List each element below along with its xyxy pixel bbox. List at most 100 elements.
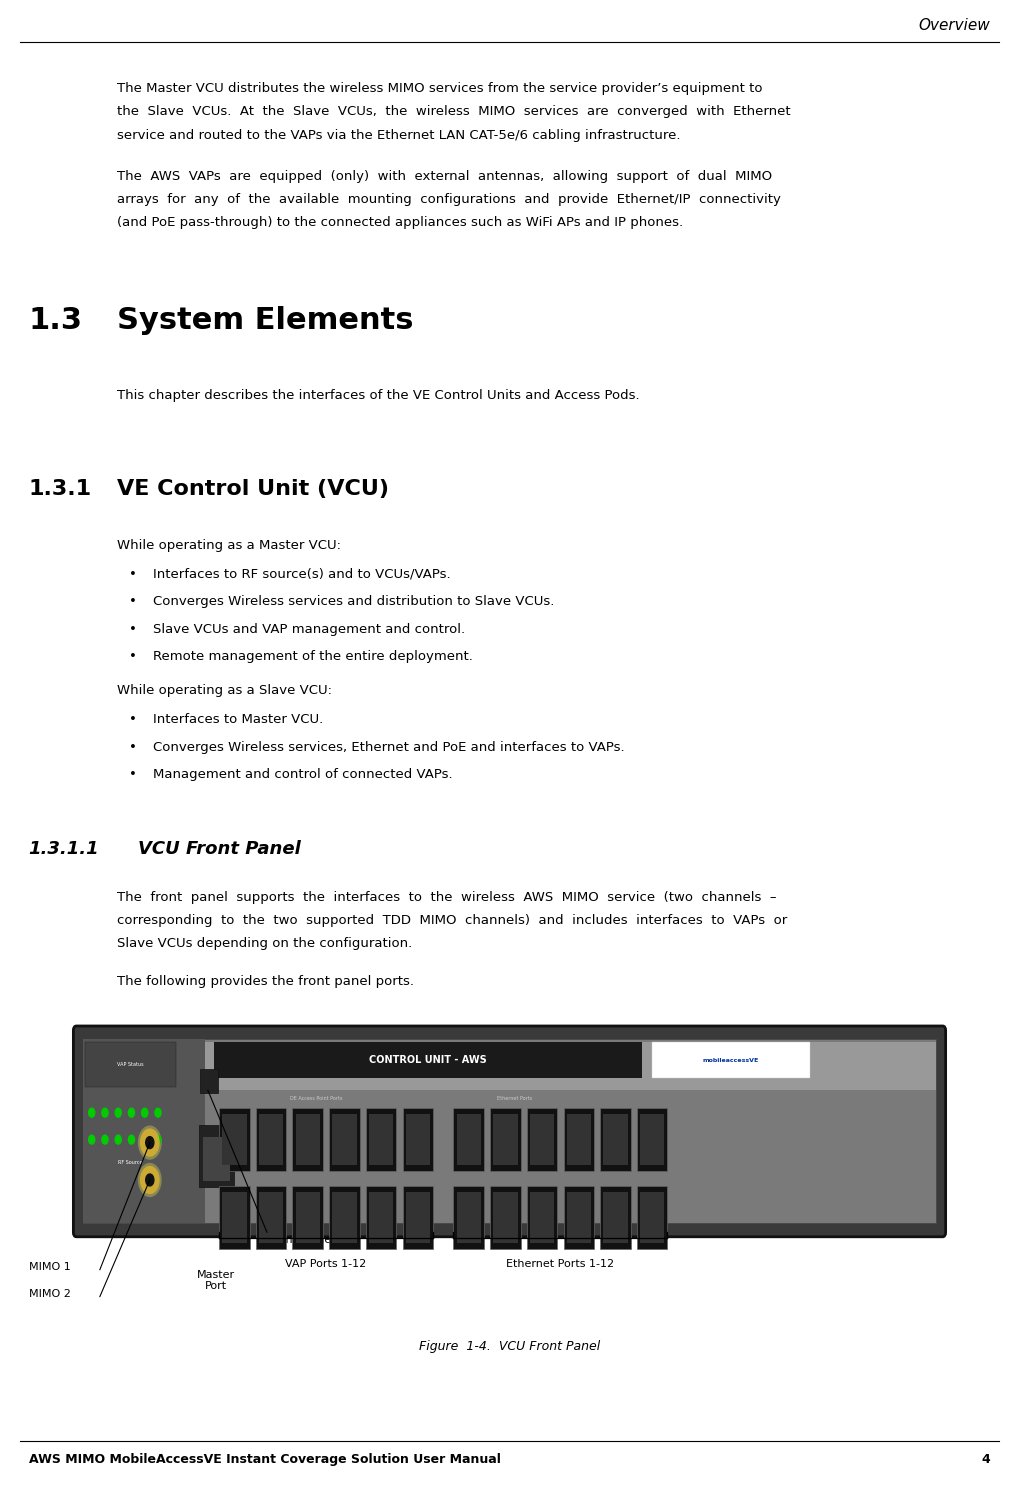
Text: •: •: [129, 740, 138, 753]
Text: VAP Status: VAP Status: [117, 1063, 144, 1067]
Bar: [83, 1042, 936, 1090]
Text: 4: 4: [981, 1453, 990, 1467]
Circle shape: [115, 1135, 121, 1144]
Bar: [332, 1114, 357, 1165]
Bar: [214, 1042, 642, 1078]
Bar: [259, 1114, 283, 1165]
Text: •: •: [129, 650, 138, 662]
Text: •: •: [129, 568, 138, 582]
Circle shape: [128, 1135, 135, 1144]
Text: (and PoE pass-through) to the connected appliances such as WiFi APs and IP phone: (and PoE pass-through) to the connected …: [117, 217, 684, 229]
Text: Interfaces to Master VCU.: Interfaces to Master VCU.: [153, 713, 323, 727]
Bar: [199, 1124, 234, 1187]
Circle shape: [89, 1135, 95, 1144]
Bar: [567, 1192, 591, 1242]
Bar: [637, 1108, 667, 1171]
Text: service and routed to the VAPs via the Ethernet LAN CAT-5e/6 cabling infrastruct: service and routed to the VAPs via the E…: [117, 129, 681, 142]
Bar: [296, 1192, 320, 1242]
Circle shape: [128, 1108, 135, 1117]
Text: Master
Port: Master Port: [197, 1269, 235, 1292]
Circle shape: [102, 1108, 108, 1117]
Bar: [203, 1136, 230, 1181]
Bar: [527, 1108, 557, 1171]
Text: RF Source: RF Source: [118, 1160, 143, 1165]
Text: AWS MIMO MobileAccessVE Instant Coverage Solution User Manual: AWS MIMO MobileAccessVE Instant Coverage…: [29, 1453, 500, 1467]
Bar: [493, 1192, 518, 1242]
Bar: [222, 1114, 247, 1165]
Text: Ethernet Ports 1-12: Ethernet Ports 1-12: [506, 1259, 614, 1269]
Bar: [366, 1186, 396, 1248]
Text: This chapter describes the interfaces of the VE Control Units and Access Pods.: This chapter describes the interfaces of…: [117, 389, 640, 402]
Text: The  front  panel  supports  the  interfaces  to  the  wireless  AWS  MIMO  serv: The front panel supports the interfaces …: [117, 891, 776, 904]
Bar: [366, 1108, 396, 1171]
Bar: [200, 1069, 218, 1093]
Text: •: •: [129, 595, 138, 608]
Text: Management and control of connected VAPs.: Management and control of connected VAPs…: [153, 768, 452, 780]
Text: The following provides the front panel ports.: The following provides the front panel p…: [117, 975, 414, 988]
Circle shape: [142, 1108, 148, 1117]
Text: arrays  for  any  of  the  available  mounting  configurations  and  provide  Et: arrays for any of the available mounting…: [117, 193, 781, 206]
Bar: [256, 1108, 286, 1171]
Circle shape: [115, 1108, 121, 1117]
Circle shape: [139, 1163, 161, 1196]
Bar: [600, 1108, 631, 1171]
Bar: [403, 1108, 433, 1171]
Text: Converges Wireless services, Ethernet and PoE and interfaces to VAPs.: Converges Wireless services, Ethernet an…: [153, 740, 625, 753]
Bar: [564, 1108, 594, 1171]
Text: While operating as a Master VCU:: While operating as a Master VCU:: [117, 540, 341, 552]
Bar: [490, 1108, 521, 1171]
Text: While operating as a Slave VCU:: While operating as a Slave VCU:: [117, 685, 332, 698]
Bar: [403, 1186, 433, 1248]
Circle shape: [155, 1135, 161, 1144]
Text: •: •: [129, 713, 138, 727]
Bar: [83, 1039, 936, 1223]
Bar: [600, 1186, 631, 1248]
Bar: [85, 1042, 176, 1087]
Circle shape: [146, 1136, 154, 1148]
Text: DE Access Point Ports: DE Access Point Ports: [289, 1096, 342, 1102]
Text: mobileaccessVE: mobileaccessVE: [702, 1058, 759, 1063]
Bar: [406, 1114, 430, 1165]
Bar: [527, 1186, 557, 1248]
FancyBboxPatch shape: [73, 1026, 946, 1236]
Text: VE Control Unit (VCU): VE Control Unit (VCU): [117, 478, 389, 499]
Text: Remote management of the entire deployment.: Remote management of the entire deployme…: [153, 650, 473, 662]
Text: System Elements: System Elements: [117, 306, 414, 335]
Bar: [457, 1114, 481, 1165]
Circle shape: [155, 1108, 161, 1117]
Bar: [406, 1192, 430, 1242]
Bar: [493, 1114, 518, 1165]
Text: 1.3.1.1: 1.3.1.1: [29, 840, 99, 858]
Circle shape: [141, 1129, 159, 1156]
Text: the  Slave  VCUs.  At  the  Slave  VCUs,  the  wireless  MIMO  services  are  co: the Slave VCUs. At the Slave VCUs, the w…: [117, 106, 791, 118]
Circle shape: [102, 1135, 108, 1144]
Circle shape: [142, 1135, 148, 1144]
Text: Figure  1-4.  VCU Front Panel: Figure 1-4. VCU Front Panel: [419, 1340, 600, 1353]
Text: VAP Ports 1-12: VAP Ports 1-12: [285, 1259, 367, 1269]
Text: 1.3: 1.3: [29, 306, 83, 335]
Bar: [292, 1108, 323, 1171]
Circle shape: [139, 1126, 161, 1159]
Text: Slave VCUs depending on the configuration.: Slave VCUs depending on the configuratio…: [117, 937, 413, 951]
Text: The  AWS  VAPs  are  equipped  (only)  with  external  antennas,  allowing  supp: The AWS VAPs are equipped (only) with ex…: [117, 170, 772, 182]
Text: Overview: Overview: [919, 18, 990, 33]
Text: MIMO 1: MIMO 1: [29, 1262, 70, 1272]
Bar: [457, 1192, 481, 1242]
Circle shape: [146, 1174, 154, 1186]
Text: MIMO 2: MIMO 2: [29, 1289, 70, 1299]
Circle shape: [89, 1108, 95, 1117]
Bar: [652, 1042, 810, 1078]
Bar: [490, 1186, 521, 1248]
Bar: [256, 1186, 286, 1248]
Bar: [369, 1114, 393, 1165]
Bar: [603, 1114, 628, 1165]
Text: •: •: [129, 622, 138, 635]
Bar: [259, 1192, 283, 1242]
Bar: [530, 1114, 554, 1165]
Bar: [219, 1186, 250, 1248]
Bar: [453, 1108, 484, 1171]
Bar: [564, 1186, 594, 1248]
Text: The Master VCU distributes the wireless MIMO services from the service provider’: The Master VCU distributes the wireless …: [117, 82, 762, 96]
Bar: [453, 1186, 484, 1248]
Circle shape: [141, 1166, 159, 1193]
